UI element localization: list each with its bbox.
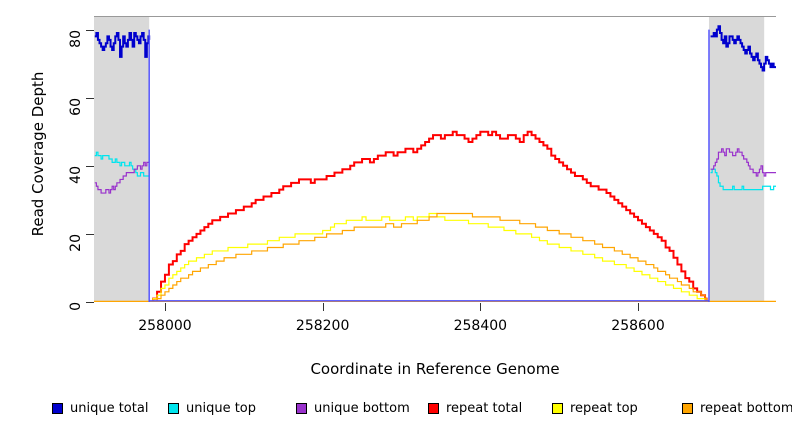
legend-item-repeat-bottom[interactable]: repeat bottom	[682, 398, 792, 418]
legend-swatch-icon	[552, 402, 563, 414]
x-tick-mark	[322, 303, 324, 311]
legend-label: repeat bottom	[700, 400, 792, 416]
x-tick-mark	[480, 303, 482, 311]
x-tick-label: 258000	[138, 318, 192, 334]
legend-label: unique total	[70, 400, 149, 416]
legend-item-unique-bottom[interactable]: unique bottom	[296, 398, 410, 418]
series-line	[710, 148, 776, 177]
chart-svg	[94, 16, 776, 302]
y-tick-mark	[86, 233, 94, 235]
chart-legend: unique total unique top unique bottom repea…	[0, 398, 792, 420]
series-unique-total	[94, 25, 776, 72]
x-tick-label: 258200	[295, 318, 350, 334]
series-line	[710, 168, 776, 191]
y-tick-mark	[86, 165, 94, 167]
legend-item-unique-top[interactable]: unique top	[168, 398, 256, 418]
y-tick-mark	[86, 302, 94, 303]
legend-swatch-icon	[52, 402, 63, 414]
series-line	[149, 212, 708, 302]
x-tick-label: 258400	[453, 318, 508, 334]
legend-swatch-icon	[296, 402, 307, 414]
series-unique-bottom	[94, 148, 776, 194]
legend-swatch-icon	[428, 402, 439, 414]
legend-item-unique-total[interactable]: unique total	[52, 398, 148, 418]
x-tick-mark	[638, 303, 640, 311]
series-line	[94, 151, 150, 177]
plot-area	[94, 16, 776, 302]
x-tick-label: 258600	[611, 318, 665, 334]
legend-item-repeat-top[interactable]: repeat top	[552, 398, 638, 418]
series-unique-top	[94, 151, 776, 191]
series-line	[149, 212, 707, 302]
legend-swatch-icon	[682, 402, 693, 414]
legend-label: repeat total	[446, 400, 523, 416]
series-line	[94, 161, 150, 194]
series-repeat-total	[149, 130, 708, 302]
legend-label: unique bottom	[314, 400, 410, 416]
series-repeat-top	[149, 212, 707, 302]
y-tick-mark	[86, 97, 94, 99]
y-tick-mark	[86, 29, 94, 31]
x-axis-label: Coordinate in Reference Genome	[310, 360, 560, 378]
series-line	[94, 32, 151, 58]
legend-label: unique top	[186, 400, 257, 416]
x-axis-ticks: 258000 258200 258400 258600	[138, 303, 665, 334]
series-line	[149, 130, 708, 302]
series-line	[710, 25, 776, 72]
legend-label: repeat top	[570, 400, 638, 416]
x-tick-mark	[164, 303, 166, 311]
legend-swatch-icon	[168, 402, 179, 414]
series-repeat-bottom	[149, 212, 708, 302]
legend-item-repeat-total[interactable]: repeat total	[428, 398, 522, 418]
